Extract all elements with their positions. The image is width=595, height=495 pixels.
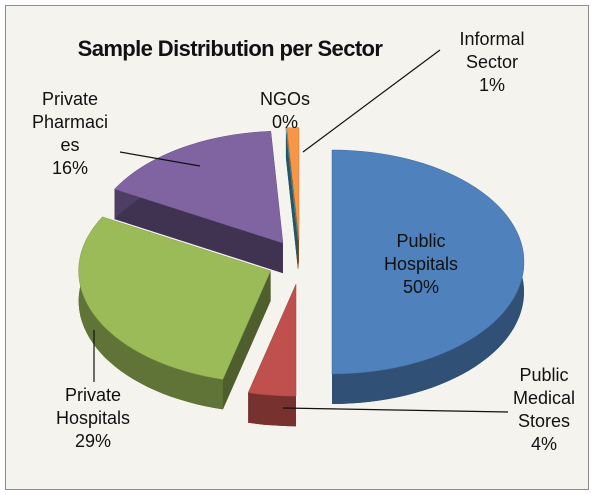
slice-top bbox=[78, 216, 271, 380]
slice bbox=[247, 284, 297, 427]
slice-side bbox=[285, 127, 298, 270]
slice-top bbox=[331, 149, 525, 375]
leader-line bbox=[282, 407, 509, 413]
data-label: Private Pharmacies 16% bbox=[30, 88, 110, 180]
slice bbox=[114, 131, 284, 274]
leader-line bbox=[119, 151, 201, 167]
category-label: Public Hospitals bbox=[383, 231, 459, 274]
value-label: 0% bbox=[271, 112, 298, 132]
data-label: Private Hospitals 29% bbox=[28, 384, 158, 453]
slice-top bbox=[286, 127, 300, 240]
leader-line bbox=[302, 49, 441, 153]
slice bbox=[78, 216, 271, 410]
category-label: Private Hospitals bbox=[55, 385, 131, 428]
category-label: Private Pharmacies bbox=[31, 89, 109, 155]
slice-rim bbox=[78, 216, 223, 410]
slice-top bbox=[247, 284, 297, 397]
data-label: Public Hospitals 50% bbox=[376, 230, 466, 299]
slice-rim bbox=[248, 392, 296, 427]
slice-top bbox=[285, 127, 299, 240]
category-label: NGOs bbox=[259, 89, 310, 109]
category-label: Informal Sector bbox=[459, 29, 525, 72]
value-label: 4% bbox=[530, 434, 557, 454]
data-label: Public Medical Stores 4% bbox=[503, 364, 585, 456]
value-label: 1% bbox=[478, 75, 505, 95]
value-label: 16% bbox=[51, 158, 89, 178]
category-label: Public Medical Stores bbox=[512, 365, 576, 431]
slice-side bbox=[114, 189, 283, 274]
slice-top bbox=[114, 131, 284, 244]
value-label: 29% bbox=[74, 431, 112, 451]
data-label: NGOs 0% bbox=[255, 88, 315, 134]
data-label: Informal Sector 1% bbox=[440, 28, 544, 97]
slice bbox=[331, 149, 525, 404]
slice bbox=[285, 127, 299, 270]
chart-title: Sample Distribution per Sector bbox=[77, 36, 383, 61]
slice-side bbox=[222, 270, 271, 410]
value-label: 50% bbox=[402, 277, 440, 297]
